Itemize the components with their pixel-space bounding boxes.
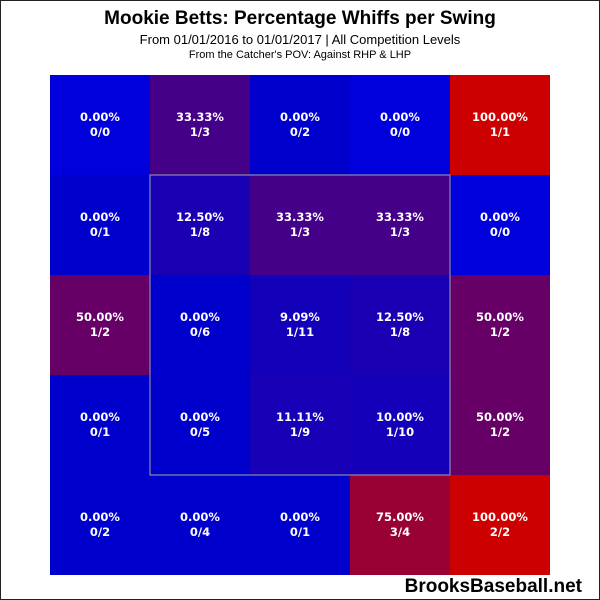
zone-cell-frac-r1-c4: 0/0 — [490, 225, 510, 239]
zone-cell-r4-c2 — [250, 475, 350, 575]
zone-cell-r0-c1 — [150, 75, 250, 175]
zone-cell-frac-r3-c2: 1/9 — [290, 425, 310, 439]
zone-cell-frac-r1-c0: 0/1 — [90, 225, 110, 239]
zone-cell-frac-r3-c1: 0/5 — [190, 425, 210, 439]
zone-cell-r3-c1 — [150, 375, 250, 475]
zone-cell-r0-c4 — [450, 75, 550, 175]
zone-cell-pct-r2-c0: 50.00% — [76, 310, 124, 324]
zone-cell-pct-r0-c3: 0.00% — [380, 110, 420, 124]
zone-cell-r2-c3 — [350, 275, 450, 375]
chart-subtitle: From 01/01/2016 to 01/01/2017 | All Comp… — [139, 32, 461, 47]
zone-cell-frac-r2-c3: 1/8 — [390, 325, 410, 339]
zone-cell-r2-c0 — [50, 275, 150, 375]
zone-cell-pct-r4-c2: 0.00% — [280, 510, 320, 524]
watermark: BrooksBaseball.net — [404, 576, 582, 597]
zone-cell-pct-r2-c3: 12.50% — [376, 310, 424, 324]
zone-cell-frac-r4-c0: 0/2 — [90, 525, 110, 539]
zone-cell-pct-r1-c3: 33.33% — [376, 210, 424, 224]
zone-cell-frac-r3-c4: 1/2 — [490, 425, 510, 439]
zone-cell-pct-r3-c4: 50.00% — [476, 410, 524, 424]
zone-cell-r4-c4 — [450, 475, 550, 575]
zone-cell-frac-r1-c1: 1/8 — [190, 225, 210, 239]
zone-cell-pct-r1-c4: 0.00% — [480, 210, 520, 224]
zone-cell-pct-r1-c0: 0.00% — [80, 210, 120, 224]
zone-cell-frac-r1-c2: 1/3 — [290, 225, 310, 239]
zone-cell-pct-r3-c0: 0.00% — [80, 410, 120, 424]
zone-cell-r1-c2 — [250, 175, 350, 275]
zone-cell-pct-r2-c1: 0.00% — [180, 310, 220, 324]
zone-cell-frac-r0-c1: 1/3 — [190, 125, 210, 139]
zone-cell-r3-c2 — [250, 375, 350, 475]
zone-cell-r1-c0 — [50, 175, 150, 275]
zone-cell-r1-c3 — [350, 175, 450, 275]
zone-cell-pct-r4-c1: 0.00% — [180, 510, 220, 524]
zone-cell-frac-r0-c3: 0/0 — [390, 125, 410, 139]
zone-cell-r4-c3 — [350, 475, 450, 575]
zone-cell-r4-c1 — [150, 475, 250, 575]
zone-cell-r3-c3 — [350, 375, 450, 475]
chart-title: Mookie Betts: Percentage Whiffs per Swin… — [104, 8, 496, 29]
zone-cell-frac-r4-c3: 3/4 — [390, 525, 410, 539]
zone-cell-frac-r0-c0: 0/0 — [90, 125, 110, 139]
zone-cell-pct-r1-c2: 33.33% — [276, 210, 324, 224]
strike-zone-outline — [149, 174, 451, 476]
zone-cell-pct-r0-c2: 0.00% — [280, 110, 320, 124]
zone-cell-frac-r1-c3: 1/3 — [390, 225, 410, 239]
zone-cell-pct-r2-c4: 50.00% — [476, 310, 524, 324]
zone-cell-pct-r4-c0: 0.00% — [80, 510, 120, 524]
zone-cell-frac-r2-c0: 1/2 — [90, 325, 110, 339]
zone-cell-frac-r4-c2: 0/1 — [290, 525, 310, 539]
zone-cell-r0-c0 — [50, 75, 150, 175]
zone-cell-frac-r2-c2: 1/11 — [286, 325, 314, 339]
zone-cell-r2-c1 — [150, 275, 250, 375]
zone-cell-r2-c4 — [450, 275, 550, 375]
zone-cell-pct-r3-c1: 0.00% — [180, 410, 220, 424]
zone-cell-frac-r0-c2: 0/2 — [290, 125, 310, 139]
zone-cell-pct-r4-c4: 100.00% — [472, 510, 528, 524]
zone-cell-r1-c4 — [450, 175, 550, 275]
zone-cell-pct-r2-c2: 9.09% — [280, 310, 320, 324]
zone-cell-r3-c0 — [50, 375, 150, 475]
zone-cell-r4-c0 — [50, 475, 150, 575]
zone-cell-pct-r0-c0: 0.00% — [80, 110, 120, 124]
zone-cell-frac-r4-c1: 0/4 — [190, 525, 210, 539]
zone-cell-pct-r4-c3: 75.00% — [376, 510, 424, 524]
zone-cell-frac-r2-c4: 1/2 — [490, 325, 510, 339]
zone-cell-r3-c4 — [450, 375, 550, 475]
zone-cell-frac-r3-c0: 0/1 — [90, 425, 110, 439]
zone-cell-r0-c3 — [350, 75, 450, 175]
zone-cell-r0-c2 — [250, 75, 350, 175]
zone-cell-frac-r4-c4: 2/2 — [490, 525, 510, 539]
zone-cell-frac-r2-c1: 0/6 — [190, 325, 210, 339]
zone-cell-pct-r1-c1: 12.50% — [176, 210, 224, 224]
zone-cell-r1-c1 — [150, 175, 250, 275]
zone-cell-pct-r3-c2: 11.11% — [276, 410, 324, 424]
zone-cell-pct-r3-c3: 10.00% — [376, 410, 424, 424]
zone-cell-frac-r3-c3: 1/10 — [386, 425, 414, 439]
zone-cell-pct-r0-c4: 100.00% — [472, 110, 528, 124]
zone-cell-frac-r0-c4: 1/1 — [490, 125, 510, 139]
zone-cell-pct-r0-c1: 33.33% — [176, 110, 224, 124]
zone-cell-r2-c2 — [250, 275, 350, 375]
chart-note: From the Catcher's POV: Against RHP & LH… — [188, 49, 412, 61]
